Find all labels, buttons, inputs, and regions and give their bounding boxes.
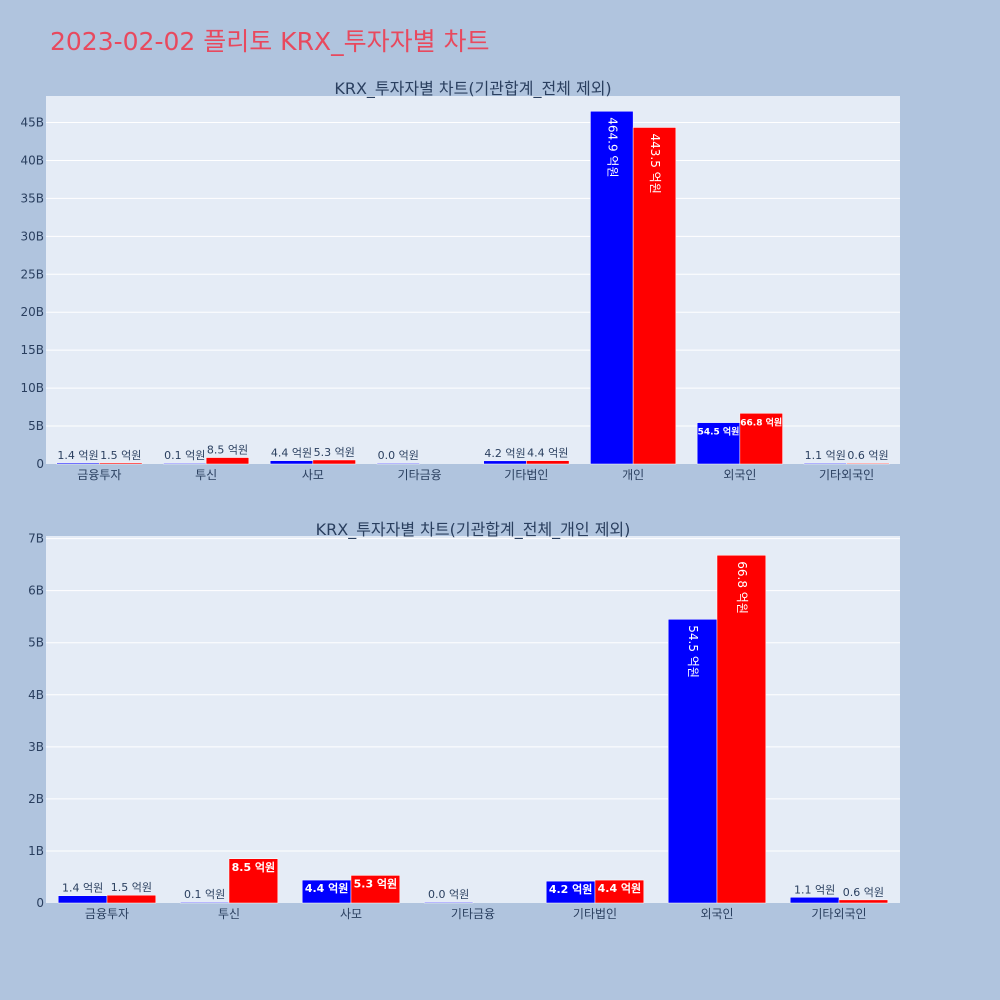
page-title: 2023-02-02 플리토 KRX_투자자별 차트 (50, 27, 490, 56)
y-tick-label: 4B (28, 688, 44, 702)
data-label: 4.4 억원 (598, 881, 642, 895)
bar (716, 555, 767, 904)
bar (789, 897, 840, 904)
bar (594, 879, 645, 904)
data-label: 0.6 억원 (843, 886, 884, 899)
y-tick-label: 5B (28, 636, 44, 650)
bar (205, 457, 250, 465)
x-tick-label: 외국인 (700, 907, 733, 921)
y-tick-label: 0 (36, 457, 44, 471)
data-label: 5.3 억원 (314, 446, 355, 459)
bar (696, 422, 741, 465)
data-label: 8.5 억원 (207, 444, 248, 457)
data-label: 464.9 억원 (605, 117, 619, 177)
data-label: 54.5 억원 (698, 426, 740, 438)
y-tick-label: 2B (28, 792, 44, 806)
y-tick-label: 15B (20, 343, 44, 357)
bar (423, 901, 474, 904)
x-tick-label: 기타금융 (451, 907, 495, 921)
x-tick-label: 투신 (195, 468, 217, 482)
chart-bottom: 0 1B 2B 3B 4B 5B 6B 7B KRX_투자자별 차트(기관합계_전체_개인 제외… (28, 520, 900, 921)
bar (632, 127, 677, 465)
bar (99, 462, 143, 465)
y-tick-label: 20B (20, 305, 44, 319)
bar (526, 460, 570, 465)
x-tick-label: 사모 (340, 907, 362, 921)
y-tick-label: 40B (20, 153, 44, 167)
data-label: 1.4 억원 (62, 882, 103, 895)
data-label: 1.5 억원 (100, 449, 141, 462)
bar (312, 459, 356, 465)
x-tick-label: 외국인 (723, 468, 756, 482)
data-label: 443.5 억원 (648, 133, 662, 193)
bar (269, 460, 314, 465)
x-tick-label: 기타법인 (504, 468, 548, 482)
x-tick-label: 기타법인 (573, 907, 617, 921)
y-tick-label: 1B (28, 844, 44, 858)
chart-title: KRX_투자자별 차트(기관합계_전체 제외) (334, 79, 611, 99)
bar (228, 858, 279, 904)
y-tick-label: 7B (28, 532, 44, 546)
x-tick-label: 사모 (302, 468, 324, 482)
y-tick-label: 6B (28, 584, 44, 598)
bar (667, 619, 718, 904)
y-tick-label: 5B (28, 419, 44, 433)
y-tick-label: 3B (28, 740, 44, 754)
data-label: 0.1 억원 (184, 888, 225, 901)
data-label: 66.8 억원 (735, 561, 749, 614)
data-label: 0.0 억원 (378, 449, 419, 462)
x-tick-label: 금융투자 (77, 468, 121, 482)
bar (179, 901, 230, 904)
data-label: 66.8 억원 (740, 416, 782, 428)
data-label: 1.5 억원 (111, 881, 152, 894)
data-label: 5.3 억원 (354, 876, 398, 890)
bar (57, 895, 108, 904)
data-label: 4.2 억원 (549, 882, 593, 896)
bar (376, 462, 420, 465)
y-tick-label: 35B (20, 191, 44, 205)
data-label: 1.1 억원 (794, 883, 835, 896)
chart-title: KRX_투자자별 차트(기관합계_전체_개인 제외) (316, 520, 631, 540)
data-label: 4.2 억원 (484, 447, 525, 460)
bar (838, 899, 889, 904)
plot-area (46, 96, 900, 464)
data-label: 54.5 억원 (686, 625, 700, 678)
y-tick-label: 25B (20, 267, 44, 281)
x-tick-label: 금융투자 (85, 907, 129, 921)
y-tick-label: 45B (20, 116, 44, 130)
bar (846, 462, 890, 465)
bar (56, 462, 100, 465)
y-tick-label: 30B (20, 229, 44, 243)
data-label: 1.1 억원 (805, 449, 846, 462)
data-label: 0.0 억원 (428, 888, 469, 901)
bar (163, 462, 207, 465)
data-label: 0.6 억원 (847, 449, 888, 462)
data-label: 4.4 억원 (271, 447, 312, 460)
y-tick-label: 0 (36, 896, 44, 910)
x-tick-label: 기타외국인 (819, 468, 874, 482)
data-label: 0.1 억원 (164, 449, 205, 462)
bar (350, 875, 401, 904)
bar (483, 460, 527, 465)
x-tick-label: 기타외국인 (811, 907, 866, 921)
data-label: 8.5 억원 (232, 860, 276, 874)
chart-top: 0 5B 10B 15B 20B 25B 30B 35B 40B 45B KRX_투자자별 차트(기… (20, 79, 900, 482)
data-label: 4.4 억원 (305, 881, 349, 895)
x-tick-label: 개인 (622, 468, 644, 482)
bar (739, 413, 783, 465)
data-label: 1.4 억원 (57, 449, 98, 462)
x-tick-label: 투신 (218, 907, 240, 921)
bar (803, 462, 847, 465)
bar (590, 111, 634, 465)
bar (106, 894, 157, 904)
y-tick-label: 10B (20, 381, 44, 395)
data-label: 4.4 억원 (527, 447, 568, 460)
x-tick-label: 기타금융 (398, 468, 442, 482)
